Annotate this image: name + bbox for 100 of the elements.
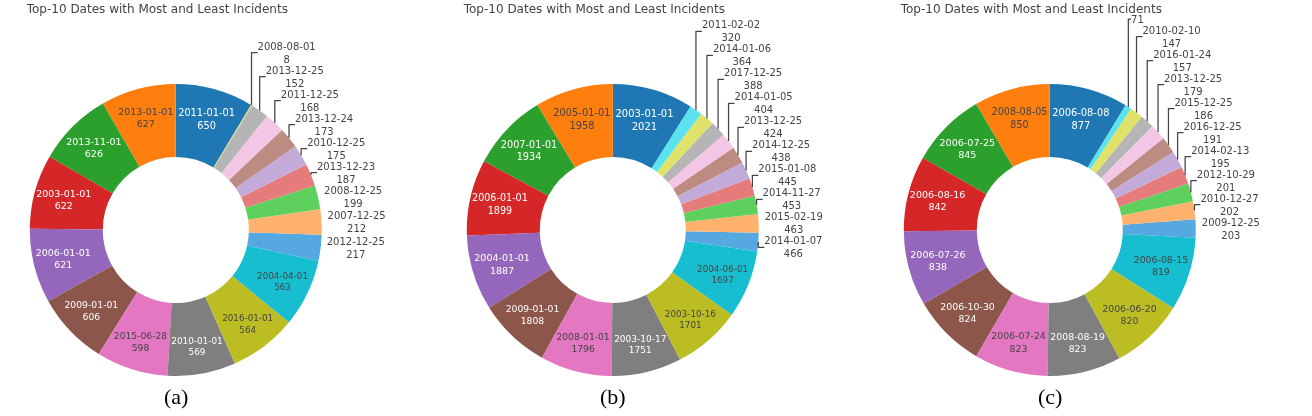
slice-label: 2007-01-01 <box>500 138 558 150</box>
data-label: 424 <box>763 128 783 140</box>
slice-label: 2010-02-10 <box>1142 24 1201 36</box>
donut-slice <box>685 213 759 233</box>
slice-label: 2016-12-25 <box>1183 120 1242 132</box>
data-label: 8 <box>283 53 290 65</box>
donut-slice <box>685 231 759 252</box>
chart-title: Top-10 Dates with Most and Least Incidents <box>25 1 288 16</box>
data-label: 1751 <box>628 345 652 356</box>
data-label: 202 <box>1219 205 1240 217</box>
slice-label: 2012-10-29 <box>1196 168 1255 180</box>
data-label: 1808 <box>520 315 545 327</box>
slice-label: 2006-10-30 <box>940 300 995 312</box>
data-label: 179 <box>1183 85 1203 97</box>
donut-slice <box>221 116 283 180</box>
data-label: 445 <box>777 176 797 188</box>
slice-label: 2006-07-24 <box>991 330 1046 342</box>
slice-label: 2006-08-08 <box>1052 107 1110 119</box>
slice-label: 2014-12-25 <box>752 139 811 151</box>
chart-title: Top-10 Dates with Most and Least Incidents <box>899 1 1162 16</box>
data-label: 598 <box>131 341 150 353</box>
slice-label: 2006-08-16 <box>909 189 966 201</box>
slice-label: 2014-01-05 <box>734 91 793 103</box>
slice-label: 2004-06-01 <box>697 263 749 274</box>
data-label: 563 <box>274 282 291 293</box>
data-label: 1701 <box>679 320 702 331</box>
data-label: 820 <box>1120 315 1139 327</box>
data-label: 388 <box>743 80 763 92</box>
donut-slice <box>245 185 321 220</box>
data-label: 195 <box>1210 157 1230 169</box>
donut-slice <box>1095 116 1153 179</box>
donut-slice <box>1115 167 1189 207</box>
data-label: 850 <box>1010 118 1029 130</box>
data-label: 606 <box>82 310 101 322</box>
data-label: 157 <box>1172 61 1192 73</box>
donut-slice <box>1119 183 1193 216</box>
slice-label: 2013-12-25 <box>1164 72 1223 84</box>
slice-label: 2013-12-24 <box>295 112 354 124</box>
donut-slice <box>903 158 987 232</box>
data-label: 1697 <box>711 275 734 286</box>
data-label: 1796 <box>571 343 595 355</box>
donut-slice <box>29 228 113 302</box>
slice-label: 2015-02-19 <box>764 211 823 223</box>
slice-label: 2013-01-01 <box>118 106 174 118</box>
data-label: 201 <box>1216 181 1236 193</box>
donut-slice <box>677 162 750 205</box>
slice-label: 2006-08-15 <box>1133 253 1189 265</box>
slice-label: 2015-01-08 <box>758 163 817 175</box>
slice-label: 2009-12-25 <box>1201 216 1260 228</box>
slice-label: 2004-04-01 <box>257 270 308 281</box>
slice-label: 2009-01-01 <box>64 298 119 310</box>
data-label: 212 <box>347 222 367 234</box>
data-label: 845 <box>958 149 977 161</box>
donut-slice <box>235 146 307 198</box>
slice-label: 2014-01-06 <box>712 43 772 55</box>
slice-label: 2013-12-25 <box>265 64 324 76</box>
data-label: 1887 <box>489 264 515 276</box>
slice-label: 2009-01-01 <box>505 303 560 315</box>
text: (b) <box>600 384 626 409</box>
data-label: 626 <box>84 148 103 160</box>
donut-slice <box>228 129 296 189</box>
data-label: 320 <box>721 32 741 44</box>
donut-slice <box>1121 201 1196 225</box>
slice-label: 2011-02-02 <box>701 19 761 31</box>
data-label: 191 <box>1203 133 1223 145</box>
donut-slice <box>466 161 549 236</box>
donut-slice <box>668 134 734 189</box>
slice-label: 2008-12-25 <box>324 184 383 196</box>
data-label: 217 <box>346 249 366 261</box>
data-label: 147 <box>1162 37 1182 49</box>
data-label: 823 <box>1009 342 1028 354</box>
data-label: 404 <box>754 104 774 116</box>
slice-label: 2006-01-01 <box>472 192 528 204</box>
data-label: 187 <box>336 173 356 185</box>
donut-slice <box>1106 138 1174 191</box>
data-label: 168 <box>300 101 320 113</box>
donut-slice <box>1049 84 1126 168</box>
donut-slice <box>673 147 743 197</box>
data-label: 838 <box>928 261 947 273</box>
slice-label: 2017-12-25 <box>724 67 783 79</box>
text: (c) <box>1038 384 1063 409</box>
data-label: 71 <box>1131 13 1144 25</box>
data-label: 152 <box>285 77 305 89</box>
slice-label: 2006-06-20 <box>1102 303 1157 315</box>
data-label: 438 <box>771 152 791 164</box>
data-label: 621 <box>54 259 73 271</box>
slice-label: 2006-01-01 <box>35 247 91 259</box>
donut-slice <box>612 84 691 169</box>
donut-slice <box>681 178 755 213</box>
slice-label: 2003-10-17 <box>614 333 667 344</box>
slice-label: 2004-01-01 <box>474 252 530 264</box>
slice-label: 2013-12-25 <box>743 115 803 127</box>
slice-label: 2012-12-25 <box>326 236 385 248</box>
text: (a) <box>164 384 189 409</box>
data-label: 1899 <box>487 204 513 216</box>
slice-label: 2003-01-01 <box>36 187 92 199</box>
donut-slice <box>241 164 315 208</box>
slice-label: 2008-01-01 <box>556 331 610 343</box>
slice-label: 2014-02-13 <box>1191 144 1250 156</box>
slice-label: 2013-11-01 <box>66 135 122 147</box>
